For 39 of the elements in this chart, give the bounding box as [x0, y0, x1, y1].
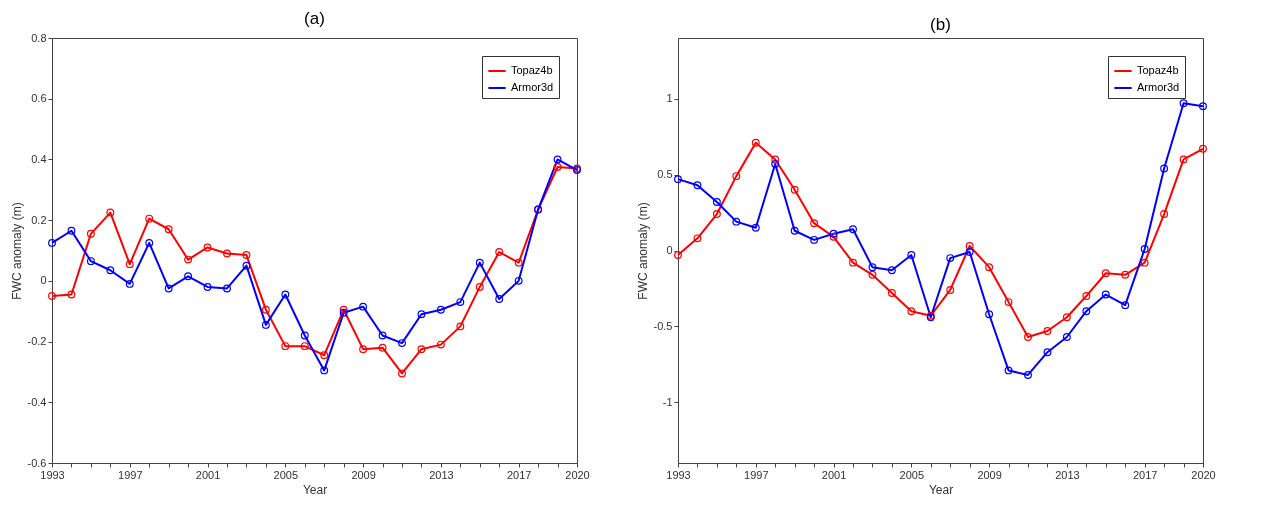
y-tick-label: 1 — [666, 92, 673, 105]
x-axis-title: Year — [302, 482, 328, 497]
x-tick-label: 2005 — [273, 468, 299, 481]
y-tick-label: -0.4 — [27, 395, 47, 408]
y-tick-label: 0 — [666, 244, 673, 256]
x-tick-label: 2005 — [899, 468, 925, 481]
y-tick-label: -1 — [662, 395, 673, 408]
y-tick-label: 0.8 — [31, 31, 47, 44]
x-axis-title: Year — [928, 482, 954, 497]
x-tick-label: 2009 — [977, 468, 1002, 481]
legend-label: Topaz4b — [511, 64, 553, 76]
y-tick-label: 0.4 — [31, 152, 47, 165]
x-tick-label: 2013 — [429, 468, 454, 481]
x-tick-label: 2017 — [506, 468, 532, 481]
x-tick-label: 2001 — [195, 468, 221, 481]
x-tick-label: 1993 — [666, 468, 691, 481]
y-tick-label: 0 — [40, 274, 47, 287]
x-tick-label: 1997 — [118, 468, 143, 481]
legend-label: Armor3d — [511, 81, 554, 93]
x-tick-label: 2001 — [821, 468, 847, 481]
x-tick-label: 2020 — [565, 468, 590, 481]
x-tick-label: 2013 — [1055, 468, 1080, 481]
y-tick-label: -0.5 — [653, 319, 673, 332]
y-tick-label: 0.6 — [31, 92, 47, 105]
y-tick-label: 0.5 — [657, 168, 673, 181]
x-tick-label: 1997 — [744, 468, 769, 481]
chart-title: (b) — [930, 15, 951, 34]
x-tick-label: 2020 — [1191, 468, 1216, 481]
x-tick-label: 2009 — [351, 468, 376, 481]
legend-label: Armor3d — [1137, 81, 1180, 93]
chart-title: (a) — [304, 9, 325, 28]
y-tick-label: -0.2 — [27, 335, 47, 348]
y-axis-title: FWC anomaly (m) — [635, 202, 650, 300]
y-tick-label: 0.2 — [31, 213, 47, 226]
y-axis-title: FWC anomaly (m) — [9, 202, 24, 300]
legend-label: Topaz4b — [1137, 64, 1179, 76]
x-tick-label: 1993 — [40, 468, 65, 481]
x-tick-label: 2017 — [1132, 468, 1158, 481]
y-tick-label: -0.6 — [27, 456, 47, 469]
